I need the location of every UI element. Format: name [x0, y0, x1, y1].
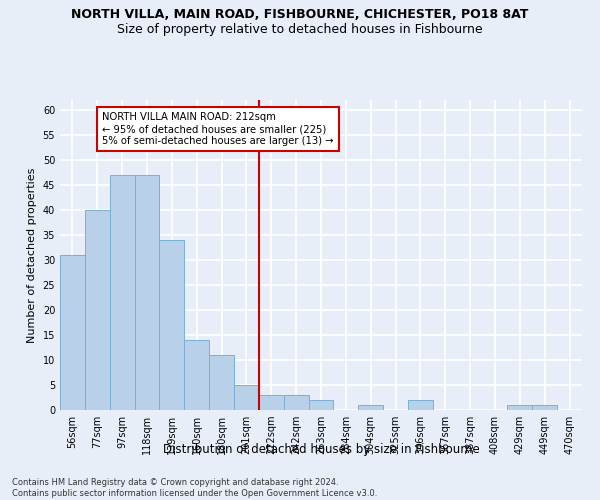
- Bar: [85, 210, 110, 410]
- Bar: [110, 175, 134, 410]
- Bar: [408, 400, 433, 410]
- Y-axis label: Number of detached properties: Number of detached properties: [27, 168, 37, 342]
- Bar: [60, 255, 85, 410]
- Bar: [259, 395, 284, 410]
- Bar: [234, 385, 259, 410]
- Text: Size of property relative to detached houses in Fishbourne: Size of property relative to detached ho…: [117, 22, 483, 36]
- Text: Contains HM Land Registry data © Crown copyright and database right 2024.
Contai: Contains HM Land Registry data © Crown c…: [12, 478, 377, 498]
- Text: NORTH VILLA MAIN ROAD: 212sqm
← 95% of detached houses are smaller (225)
5% of s: NORTH VILLA MAIN ROAD: 212sqm ← 95% of d…: [102, 112, 334, 146]
- Bar: [508, 405, 532, 410]
- Text: Distribution of detached houses by size in Fishbourne: Distribution of detached houses by size …: [163, 442, 479, 456]
- Bar: [308, 400, 334, 410]
- Bar: [184, 340, 209, 410]
- Bar: [209, 355, 234, 410]
- Bar: [532, 405, 557, 410]
- Bar: [284, 395, 308, 410]
- Bar: [160, 240, 184, 410]
- Bar: [358, 405, 383, 410]
- Text: NORTH VILLA, MAIN ROAD, FISHBOURNE, CHICHESTER, PO18 8AT: NORTH VILLA, MAIN ROAD, FISHBOURNE, CHIC…: [71, 8, 529, 20]
- Bar: [134, 175, 160, 410]
